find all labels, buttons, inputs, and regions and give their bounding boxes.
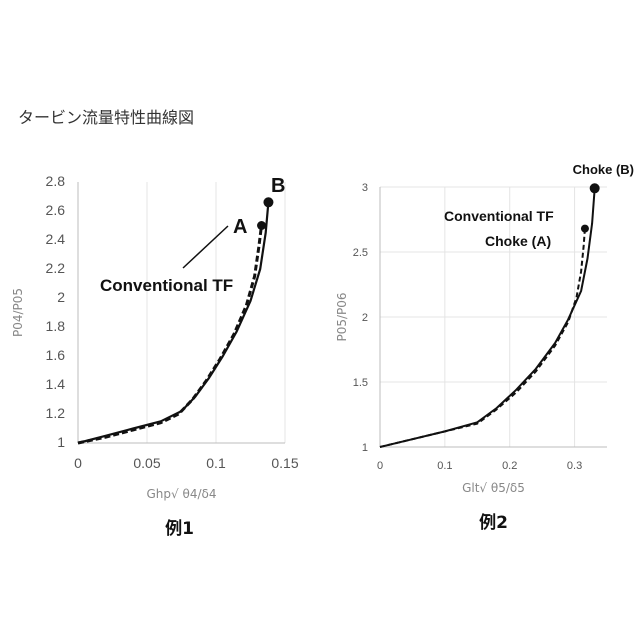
annotation-conventional-tf: Conventional TF xyxy=(444,208,554,224)
chart-caption: 例2 xyxy=(479,512,508,533)
choke-point xyxy=(581,225,589,233)
y-tick-label: 1.5 xyxy=(353,377,368,389)
series-line-dashed xyxy=(380,229,585,447)
y-tick-label: 3 xyxy=(362,182,368,194)
choke-point xyxy=(590,183,600,193)
point-label-choke-b: Choke (B) xyxy=(573,162,634,177)
point-label-choke-a: Choke (A) xyxy=(485,233,551,249)
y-tick-label: 1 xyxy=(362,442,368,454)
y-axis-label: P05/P06 xyxy=(335,292,349,341)
y-tick-label: 2 xyxy=(362,312,368,324)
x-tick-label: 0.2 xyxy=(502,460,517,472)
series-line-solid xyxy=(380,188,595,447)
x-tick-label: 0.3 xyxy=(567,460,582,472)
x-axis-label: Glt√ θ5/δ5 xyxy=(462,481,525,495)
y-tick-label: 2.5 xyxy=(353,247,368,259)
x-tick-label: 0.1 xyxy=(437,460,452,472)
x-tick-label: 0 xyxy=(377,460,383,472)
